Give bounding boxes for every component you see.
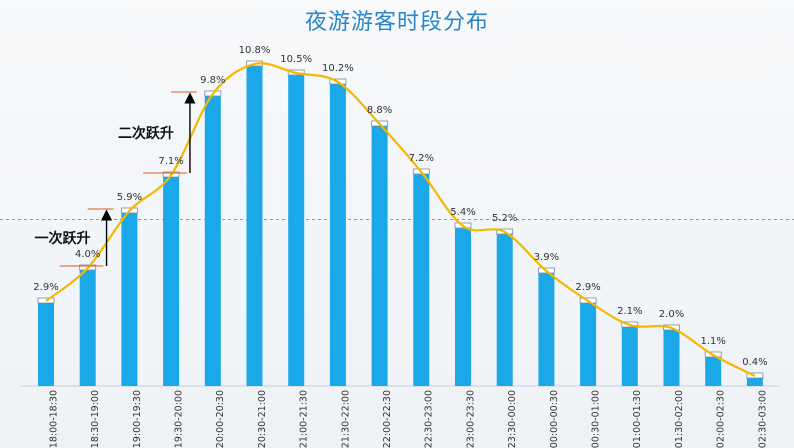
bar: [663, 326, 680, 386]
x-tick-label: 00:30-01:00: [591, 390, 602, 448]
x-tick-label: 23:30-00:00: [507, 390, 518, 448]
x-tick-label: 19:30-20:00: [174, 390, 185, 448]
bar: [705, 353, 722, 386]
x-tick-label: 02:00-02:30: [716, 390, 727, 448]
data-label: 10.2%: [322, 63, 354, 74]
x-tick-label: 01:30-02:00: [674, 390, 685, 448]
data-label: 8.8%: [367, 105, 392, 116]
trend-line: [45, 62, 756, 377]
data-label: 5.9%: [117, 192, 142, 203]
bar: [288, 71, 305, 386]
data-label: 5.2%: [492, 213, 517, 224]
jump-annotation-2: 二次跃升: [117, 125, 174, 142]
bar: [204, 92, 221, 386]
bar: [455, 224, 471, 386]
x-tick-label: 18:30-19:00: [90, 390, 101, 448]
data-label: 7.1%: [158, 156, 183, 167]
bar: [621, 323, 638, 386]
x-tick-label: 22:00-22:30: [382, 390, 393, 448]
x-tick-label: 18:00-18:30: [48, 390, 59, 448]
bar: [163, 173, 180, 386]
data-label: 0.4%: [742, 357, 767, 368]
bar: [580, 299, 597, 386]
data-label: 9.8%: [200, 75, 225, 86]
x-tick-label: 00:00-00:30: [549, 390, 560, 448]
data-label: 2.0%: [659, 309, 684, 320]
bar: [38, 299, 54, 386]
data-label: 7.2%: [409, 153, 434, 164]
x-tick-label: 01:00-01:30: [632, 390, 643, 448]
data-label: 5.4%: [450, 207, 475, 218]
x-tick-label: 21:30-22:00: [340, 390, 351, 448]
x-tick-label: 20:00-20:30: [215, 390, 226, 448]
bar: [538, 269, 555, 386]
bar: [329, 80, 346, 386]
x-tick-label: 20:30-21:00: [257, 390, 268, 448]
data-label: 4.0%: [75, 249, 100, 260]
bar: [371, 122, 388, 386]
bar: [413, 170, 430, 386]
x-tick-label: 02:30-03:00: [757, 390, 768, 448]
data-label: 2.9%: [33, 282, 58, 293]
bar: [496, 230, 513, 386]
data-label: 2.1%: [617, 306, 642, 317]
data-label: 3.9%: [534, 252, 559, 263]
jump-annotation-1: 一次跃升: [34, 230, 91, 247]
data-label: 2.9%: [575, 282, 600, 293]
bar: [121, 209, 138, 386]
bar: [79, 266, 96, 386]
data-label: 1.1%: [700, 336, 725, 347]
x-tick-label: 19:00-19:30: [132, 390, 143, 448]
data-label: 10.5%: [280, 54, 312, 65]
x-tick-label: 23:00-23:30: [465, 390, 476, 448]
data-label: 10.8%: [239, 45, 271, 56]
chart-title: 夜游游客时段分布: [304, 10, 489, 35]
x-tick-label: 22:30-23:00: [424, 390, 435, 448]
x-tick-label: 21:00-21:30: [299, 390, 310, 448]
bar: [246, 62, 263, 386]
